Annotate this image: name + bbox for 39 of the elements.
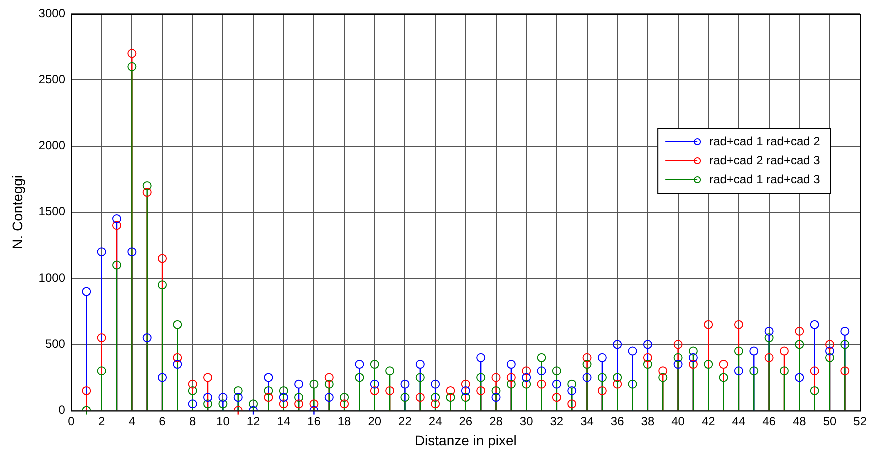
x-tick-label: 28 xyxy=(490,414,504,428)
y-tick-label: 0 xyxy=(58,403,66,418)
y-axis-title: N. Conteggi xyxy=(9,175,26,250)
legend-label: rad+cad 1 rad+cad 2 xyxy=(710,134,821,148)
y-tick-label: 1500 xyxy=(38,204,66,219)
x-tick-label: 18 xyxy=(338,414,352,428)
x-tick-label: 14 xyxy=(277,414,291,428)
x-tick-label: 30 xyxy=(520,414,534,428)
x-axis-title: Distanze in pixel xyxy=(414,432,517,448)
x-tick-label: 20 xyxy=(368,414,382,428)
x-tick-label: 42 xyxy=(702,414,716,428)
x-tick-label: 38 xyxy=(641,414,655,428)
y-tick-label: 2500 xyxy=(38,72,66,86)
x-tick-label: 2 xyxy=(98,414,106,428)
y-tick-label: 3000 xyxy=(38,6,66,20)
legend-label: rad+cad 2 rad+cad 3 xyxy=(710,153,821,168)
x-tick-label: 24 xyxy=(428,414,443,428)
x-tick-label: 52 xyxy=(854,414,868,428)
x-tick-label: 26 xyxy=(459,414,473,428)
x-tick-label: 34 xyxy=(580,414,594,428)
x-tick-label: 22 xyxy=(398,414,412,428)
y-tick-label: 1000 xyxy=(38,270,66,285)
x-tick-label: 8 xyxy=(190,414,197,428)
y-tick-label: 500 xyxy=(45,336,66,351)
x-tick-label: 46 xyxy=(762,414,776,428)
x-tick-label: 4 xyxy=(128,414,136,428)
x-tick-label: 50 xyxy=(823,414,837,428)
x-tick-label: 16 xyxy=(308,414,322,428)
x-tick-label: 44 xyxy=(732,414,746,428)
x-tick-label: 48 xyxy=(792,414,807,428)
x-tick-label: 36 xyxy=(610,414,625,428)
x-tick-label: 0 xyxy=(68,414,76,428)
x-tick-label: 10 xyxy=(216,414,230,428)
x-tick-label: 32 xyxy=(550,414,564,428)
x-tick-label: 12 xyxy=(246,414,261,428)
x-tick-label: 40 xyxy=(672,414,686,428)
x-tick-label: 6 xyxy=(159,414,166,428)
legend-label: rad+cad 1 rad+cad 3 xyxy=(710,172,821,186)
y-tick-label: 2000 xyxy=(38,138,66,153)
